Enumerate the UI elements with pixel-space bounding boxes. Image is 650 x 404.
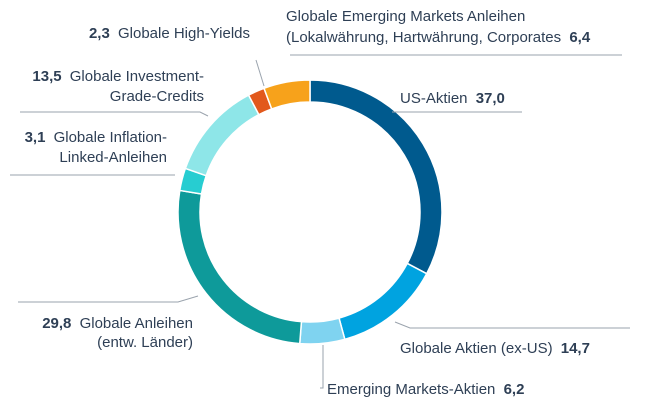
label-us: US-Aktien 37,0 xyxy=(400,90,505,107)
label-global-ex-us: Globale Aktien (ex-US) 14,7 xyxy=(400,340,590,357)
label-inflation: 3,1 Globale Inflation- xyxy=(25,129,167,146)
leader-em-equity xyxy=(320,345,324,389)
donut-segment-5 xyxy=(184,94,260,177)
leader-ig xyxy=(20,111,209,117)
leader-lines xyxy=(10,54,630,389)
donut-segment-3 xyxy=(177,189,303,345)
label-ig-line2: Grade-Credits xyxy=(110,88,204,105)
leader-global-bonds xyxy=(18,295,199,303)
donut-segment-7 xyxy=(263,79,311,110)
label-global-bonds: 29,8 Globale Anleihen xyxy=(42,315,193,332)
donut-segment-0 xyxy=(309,79,443,275)
label-ig: 13,5 Globale Investment- xyxy=(32,68,204,85)
label-hy: 2,3 Globale High-Yields xyxy=(89,25,250,42)
label-inflation-line2: Linked-Anleihen xyxy=(59,149,167,166)
label-em-bonds-line2: (Lokalwährung, Hartwährung, Corporates 6… xyxy=(286,29,591,46)
label-em-equity: Emerging Markets-Aktien 6,2 xyxy=(327,381,524,398)
leader-hy xyxy=(255,59,265,87)
leader-global-ex-us xyxy=(394,321,630,329)
donut-segment-2 xyxy=(298,317,346,345)
label-global-bonds-line2: (entw. Länder) xyxy=(97,334,193,351)
label-em-bonds: Globale Emerging Markets Anleihen xyxy=(286,8,525,25)
donut-segments xyxy=(177,79,443,345)
